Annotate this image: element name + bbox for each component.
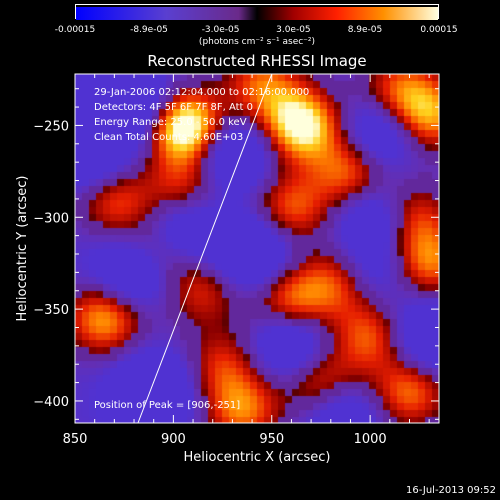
x-tick-label: 1000 [354,432,387,447]
timestamp: 16-Jul-2013 09:52 [405,485,496,496]
y-tick-label: −350 [33,303,69,318]
x-tick-label: 900 [161,432,186,447]
x-tick-label: 950 [259,432,284,447]
solar-limb-line [137,73,273,424]
heatmap-image [75,74,439,423]
y-tick-label: −300 [33,211,69,226]
colorbar-tick-label: 3.0e-05 [276,25,311,35]
colorbar-tick-label: 8.9e-05 [347,25,383,35]
info-text: Energy Range: 25.0 - 50.0 keV [94,117,247,128]
colorbar-gradient [76,7,438,20]
info-text: Detectors: 4F 5F 6F 7F 8F, Att 0 [94,102,253,113]
info-text: Clean Total Counts: 4.60E+03 [94,132,243,143]
plot-frame [74,73,440,424]
colorbar-units: (photons cm⁻² s⁻¹ asec⁻²) [198,37,316,47]
x-tick-label: 850 [63,432,88,447]
image-plot-area [75,74,439,423]
colorbar-tick-label: -8.9e-05 [130,25,168,35]
y-axis-label: Heliocentric Y (arcsec) [15,176,30,322]
colorbar [75,4,439,20]
peak-position-text: Position of Peak = [906,-251] [94,400,240,411]
plot-title: Reconstructed RHESSI Image [147,52,367,70]
info-text: 29-Jan-2006 02:12:04.000 to 02:16:00.000 [94,87,309,98]
y-tick-label: −250 [33,119,69,134]
x-axis-label: Heliocentric X (arcsec) [184,450,331,465]
colorbar-tick-label: 0.00015 [420,25,458,35]
y-tick-label: −400 [33,395,69,410]
colorbar-tick-label: -0.00015 [54,25,96,35]
colorbar-tick-label: -3.0e-05 [201,25,240,35]
